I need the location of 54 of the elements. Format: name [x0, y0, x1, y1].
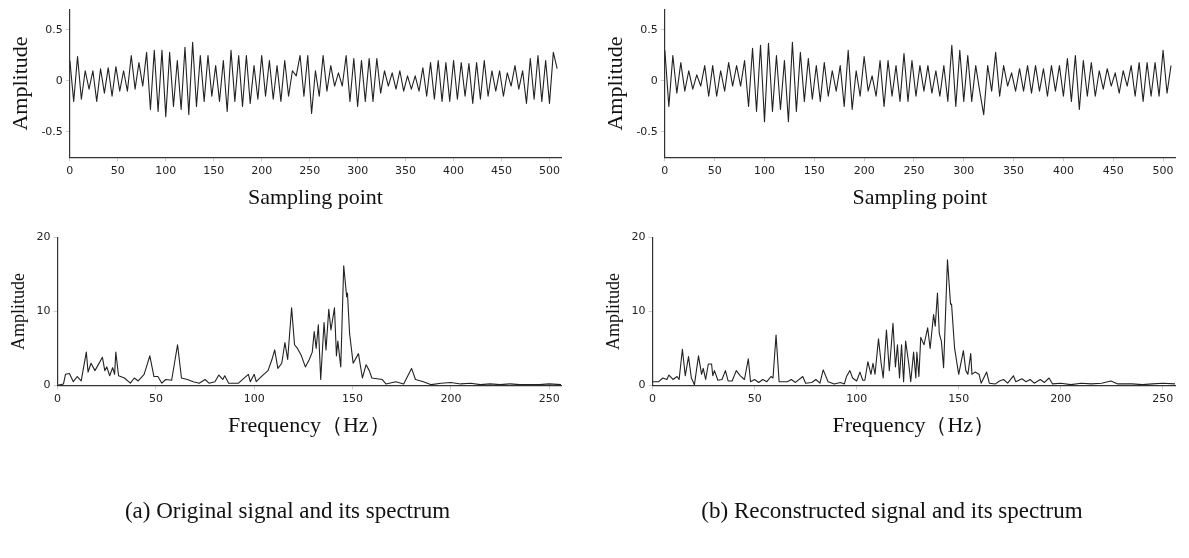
x-tick-label: 400: [443, 163, 465, 177]
text: (b) Reconstructed signal and its spectrum: [700, 498, 1084, 524]
x-tick-label: 200: [1050, 391, 1072, 405]
x-tick-label: 250: [1152, 391, 1174, 405]
x-axis-title: Frequency（Hz）: [832, 411, 996, 437]
y-tick-label: 0.5: [45, 22, 63, 36]
x-axis-title: Frequency（Hz）: [228, 411, 391, 437]
x-tick-label: 0: [66, 163, 74, 177]
y-tick-label: 20: [631, 230, 646, 244]
x-tick-label: 450: [491, 163, 513, 177]
x-tick-label: 100: [846, 391, 868, 405]
x-tick-label: 50: [707, 163, 722, 177]
x-tick-label: 50: [148, 391, 163, 405]
y-axis-title: Amplitude: [6, 36, 32, 131]
x-tick-label: 400: [1052, 163, 1074, 177]
x-tick-label: 500: [1152, 163, 1174, 177]
x-tick-label: 150: [342, 391, 364, 405]
x-tick-label: 100: [754, 163, 775, 177]
y-tick-label: 20: [36, 230, 51, 244]
x-tick-label: 200: [853, 163, 875, 177]
y-axis-title: Amplitude: [7, 273, 28, 350]
x-tick-label: 150: [203, 163, 225, 177]
x-tick-label: 150: [803, 163, 825, 177]
x-tick-label: 500: [538, 163, 560, 177]
x-tick-label: 200: [440, 391, 462, 405]
y-tick-label: 0: [55, 73, 63, 87]
y-tick-label: -0.5: [636, 124, 658, 138]
x-tick-label: 300: [347, 163, 369, 177]
text: (a) Original signal and its spectrum: [123, 498, 452, 524]
x-tick-label: 150: [948, 391, 970, 405]
x-tick-label: 100: [155, 163, 177, 177]
x-tick-label: 450: [1102, 163, 1124, 177]
y-axis-title: Amplitude: [602, 273, 623, 350]
y-tick-label: 0: [638, 378, 646, 392]
x-tick-label: 250: [538, 391, 560, 405]
x-tick-label: 250: [903, 163, 925, 177]
x-tick-label: 50: [110, 163, 125, 177]
x-tick-label: 0: [661, 163, 669, 177]
x-tick-label: 350: [1003, 163, 1025, 177]
y-tick-label: -0.5: [41, 124, 63, 138]
x-axis-title: Sampling point: [247, 183, 383, 209]
y-tick-label: 10: [631, 304, 646, 318]
y-tick-label: 0: [650, 73, 658, 87]
x-tick-label: 250: [299, 163, 321, 177]
x-tick-label: 300: [953, 163, 975, 177]
x-tick-label: 200: [251, 163, 273, 177]
y-axis-title: Amplitude: [601, 36, 627, 131]
x-tick-label: 100: [243, 391, 265, 405]
y-tick-label: 10: [36, 304, 51, 318]
x-tick-label: 50: [747, 391, 762, 405]
y-tick-label: 0.5: [640, 22, 658, 36]
x-tick-label: 350: [395, 163, 417, 177]
y-tick-label: 0: [43, 378, 51, 392]
x-axis-title: Sampling point: [852, 183, 988, 209]
